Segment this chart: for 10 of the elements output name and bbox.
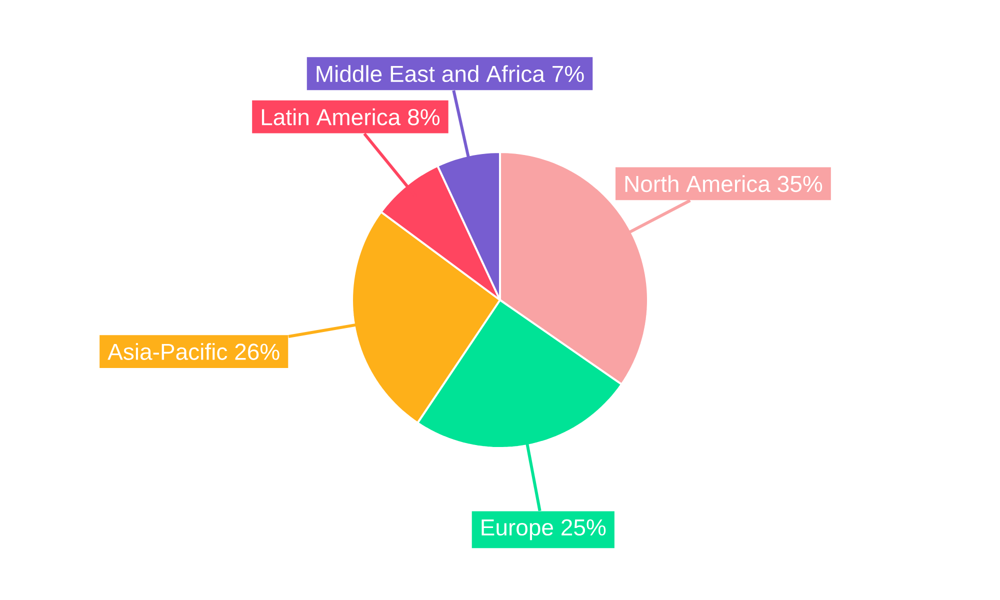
data-label: 8% (408, 109, 440, 126)
slice-label: North America (625, 175, 770, 192)
data-label: 26% (235, 344, 280, 360)
slice-label: Latin America (262, 108, 401, 126)
slice-label: Middle East and Africa (316, 65, 545, 82)
data-label: 7% (552, 66, 584, 82)
slice-label: Asia-Pacific (108, 343, 228, 360)
data-label: 35% (778, 176, 822, 192)
slice-label: Europe (482, 520, 553, 540)
data-label: 25% (562, 519, 606, 536)
